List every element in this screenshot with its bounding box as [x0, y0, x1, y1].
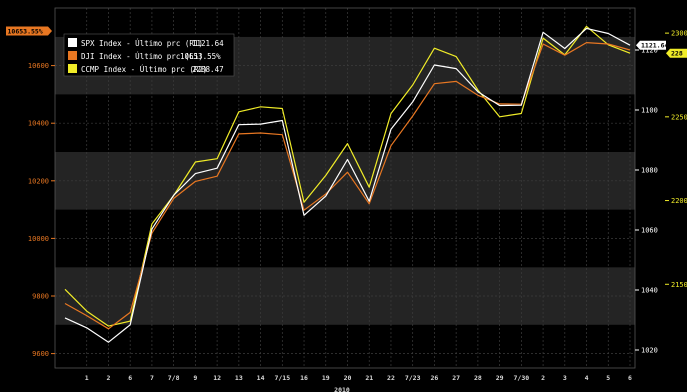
left-axis-tick-label: 9600 — [32, 350, 49, 358]
last-value-flag-spx: 1121.64 — [636, 40, 668, 50]
x-tick-label: 28 — [474, 374, 482, 382]
svg-text:10653.55%: 10653.55% — [8, 27, 43, 35]
x-tick-label: 7/30 — [514, 374, 530, 382]
right-axis-r1-tick-label: 1080 — [641, 167, 658, 175]
svg-text:228: 228 — [671, 50, 683, 58]
series-line-r1 — [64, 27, 631, 343]
x-tick-label: 2 — [107, 374, 111, 382]
x-tick-label: 3 — [563, 374, 567, 382]
legend-label-ccmp: CCMP Index - Último prc (R2) — [81, 65, 207, 74]
left-axis-tick-label: 10600 — [28, 62, 49, 70]
right-axis-r1-tick-label: 1060 — [641, 227, 658, 235]
x-tick-label: 4 — [585, 374, 589, 382]
left-axis-tick-label: 10400 — [28, 120, 49, 128]
right-axis-r1-tick-label: 1020 — [641, 347, 658, 355]
series-line-l1 — [64, 41, 631, 330]
x-tick-label: 13 — [235, 374, 243, 382]
x-tick-label: 5 — [606, 374, 610, 382]
x-tick-label: 7/8 — [168, 374, 180, 382]
x-tick-label: 2 — [541, 374, 545, 382]
x-tick-label: 20 — [344, 374, 352, 382]
right-axis-r1-tick-label: 1040 — [641, 287, 658, 295]
x-tick-label: 22 — [387, 374, 395, 382]
x-tick-label: 27 — [452, 374, 460, 382]
right-axis-r2-tick-label: 2250 — [671, 113, 687, 121]
legend-value-spx: 1121.64 — [192, 39, 224, 48]
background-band — [55, 324, 635, 368]
left-axis-tick-label: 9800 — [32, 293, 49, 301]
right-axis-r1-tick-label: 1120 — [641, 47, 658, 55]
axes: 9600 9800 10000 10200 10400 10600 1020 1040 1060… — [28, 7, 687, 382]
last-value-flag-ccmp: 228 — [666, 48, 687, 58]
legend-value-dji: 10653.55% — [180, 52, 221, 61]
legend-swatch-dji — [68, 51, 77, 60]
year-label: 2010 — [334, 386, 350, 392]
legend-value-ccmp: 2288.47 — [192, 65, 224, 74]
legend-swatch-spx — [68, 38, 77, 47]
x-tick-label: 7 — [150, 374, 154, 382]
right-axis-r2-tick-label: 2300 — [671, 30, 687, 38]
x-tick-label: 6 — [128, 374, 132, 382]
legend-label-dji: DJI Index - Último prc (L1) — [81, 52, 203, 61]
x-tick-label: 26 — [431, 374, 439, 382]
series-lines — [64, 25, 631, 343]
right-axis-r2-tick-label: 2200 — [671, 197, 687, 205]
x-tick-label: 14 — [257, 374, 265, 382]
left-axis-tick-label: 10000 — [28, 235, 49, 243]
x-tick-label: 7/23 — [405, 374, 421, 382]
x-tick-label: 19 — [322, 374, 330, 382]
x-tick-label: 21 — [365, 374, 373, 382]
right-axis-r1-tick-label: 1100 — [641, 107, 658, 115]
background-band — [55, 8, 635, 37]
legend: SPX Index - Último prc (R1) 1121.64 DJI … — [63, 33, 235, 77]
legend-box — [63, 33, 235, 77]
last-value-flag-dji: 10653.55% — [6, 26, 52, 36]
right-axis-r2-tick-label: 2150 — [671, 281, 687, 289]
x-tick-label: 12 — [213, 374, 221, 382]
x-tick-label: 29 — [496, 374, 504, 382]
x-tick-label: 1 — [85, 374, 89, 382]
x-tick-label: 16 — [300, 374, 308, 382]
x-tick-label: 7/15 — [274, 374, 290, 382]
x-tick-label: 6 — [628, 374, 632, 382]
legend-label-spx: SPX Index - Último prc (R1) — [81, 39, 203, 48]
svg-text:1121.64: 1121.64 — [641, 42, 668, 50]
left-axis-tick-label: 10200 — [28, 177, 49, 185]
x-tick-label: 9 — [193, 374, 197, 382]
legend-swatch-ccmp — [68, 64, 77, 73]
plot-frame — [54, 7, 636, 369]
